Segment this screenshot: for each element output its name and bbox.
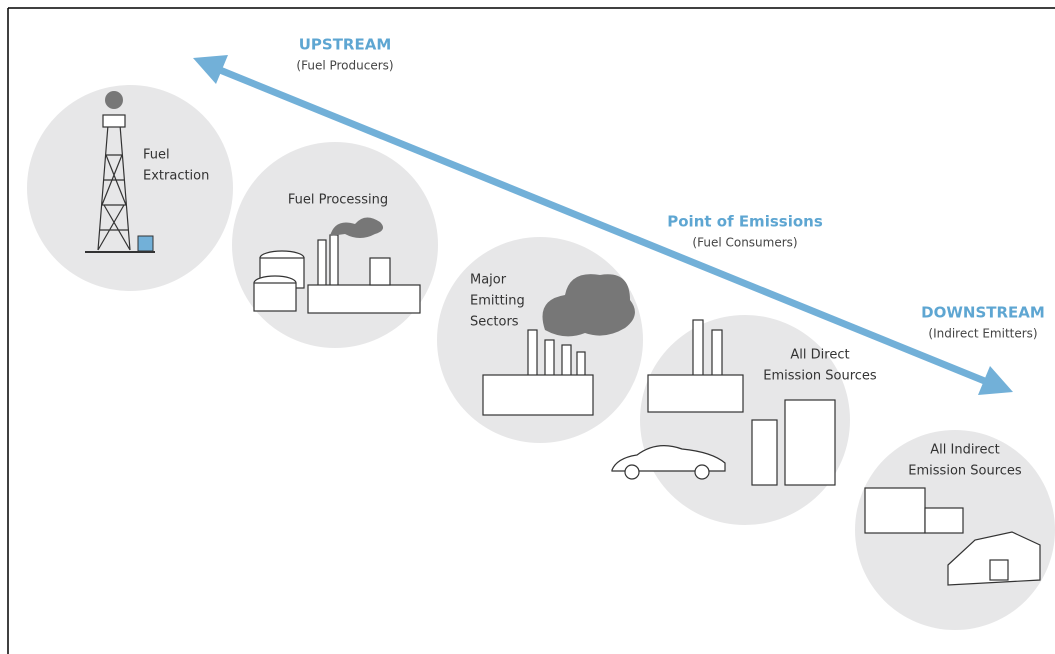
arrow [193,55,1013,395]
node-label: All Indirect [930,443,1000,458]
stage-title: UPSTREAM [299,36,392,54]
icons [85,91,1041,586]
refinery-icon [253,217,421,314]
stage-subtitle: (Indirect Emitters) [928,327,1037,341]
stage-subtitle: (Fuel Consumers) [692,236,797,250]
power-plant-icon [482,274,635,416]
arrow-head [978,366,1013,395]
node-label: Emitting [470,294,525,309]
stage-title: Point of Emissions [667,213,823,231]
node-label: Fuel Processing [288,193,388,208]
node-label: Sectors [470,315,519,330]
node-label: Emission Sources [763,369,877,384]
node-label: Emission Sources [908,464,1022,479]
circle [27,85,233,291]
arrow-shaft [213,64,994,388]
direct-sources-icon [611,319,836,486]
node-label: Major [470,273,507,288]
derrick-icon [85,91,155,253]
indirect-sources-icon [864,487,1041,586]
node-label: Fuel [143,148,170,163]
stage-subtitle: (Fuel Producers) [296,59,393,73]
stage-title: DOWNSTREAM [921,304,1045,322]
node-label: Extraction [143,169,209,184]
node-label: All Direct [790,348,849,363]
arrow-head [193,55,228,84]
